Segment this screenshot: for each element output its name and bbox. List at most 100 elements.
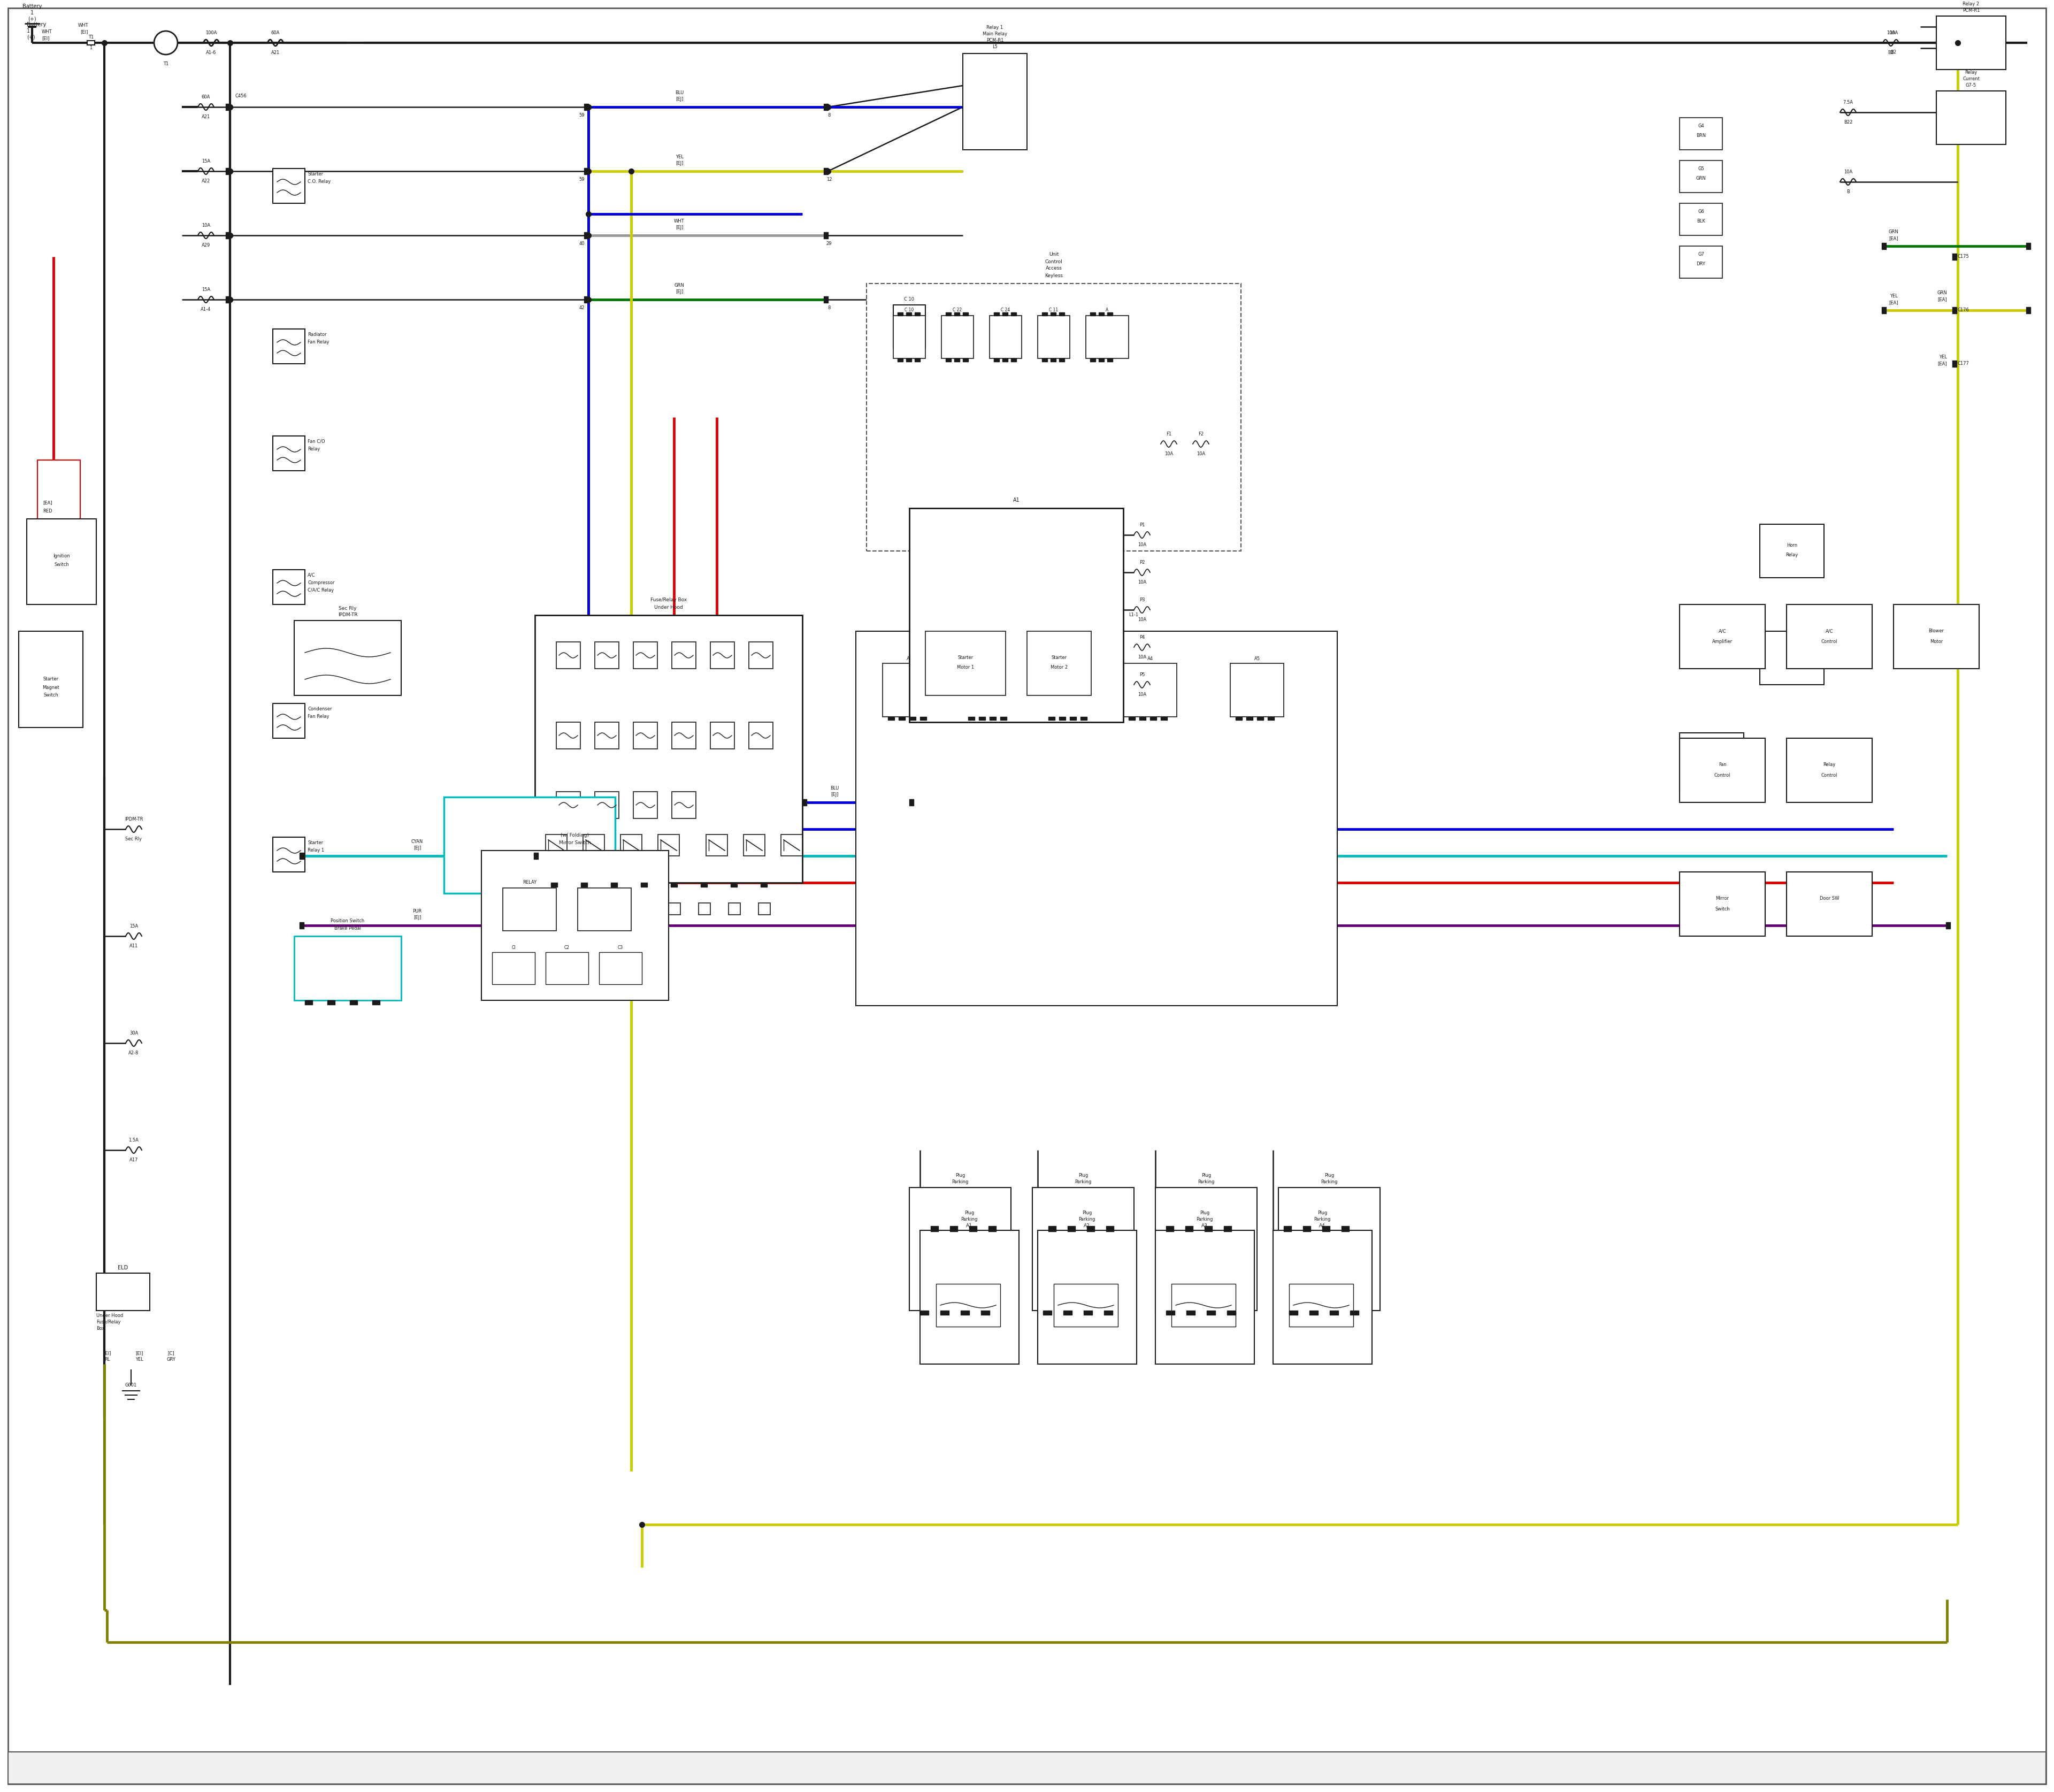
Text: A: A bbox=[1105, 308, 1109, 312]
Bar bbox=[914, 358, 920, 362]
Bar bbox=[633, 722, 657, 749]
Text: Blower: Blower bbox=[1929, 629, 1943, 634]
Bar bbox=[1150, 717, 1156, 720]
Text: Cl: Cl bbox=[511, 946, 516, 950]
Bar bbox=[1048, 717, 1056, 720]
Text: Motor 1: Motor 1 bbox=[957, 665, 974, 670]
Bar bbox=[1002, 312, 1009, 315]
Text: Start: Start bbox=[1707, 754, 1717, 760]
Text: 10A: 10A bbox=[1138, 692, 1146, 697]
Text: 10A: 10A bbox=[1844, 170, 1853, 174]
Bar bbox=[941, 315, 974, 358]
Bar bbox=[750, 722, 772, 749]
Text: [EJ]: [EJ] bbox=[413, 916, 421, 921]
Bar bbox=[37, 461, 80, 525]
Text: G5: G5 bbox=[1699, 167, 1705, 170]
Text: B2: B2 bbox=[1890, 50, 1896, 56]
Bar bbox=[226, 296, 230, 303]
Circle shape bbox=[154, 30, 177, 54]
Text: Fuse/Relay: Fuse/Relay bbox=[97, 1321, 121, 1324]
Bar bbox=[1140, 717, 1146, 720]
Text: A21: A21 bbox=[201, 115, 210, 120]
Bar bbox=[1171, 1283, 1237, 1326]
Text: Control: Control bbox=[1715, 772, 1732, 778]
Text: Condenser: Condenser bbox=[308, 706, 333, 711]
Text: 10A: 10A bbox=[1890, 30, 1898, 36]
Text: [EA]: [EA] bbox=[1890, 237, 1898, 240]
Text: PCM-R1: PCM-R1 bbox=[986, 38, 1004, 43]
Text: GRN: GRN bbox=[674, 283, 684, 289]
Bar bbox=[444, 797, 614, 894]
Bar bbox=[1680, 738, 1764, 803]
Text: Box: Box bbox=[97, 1326, 105, 1331]
Text: C.O. Relay: C.O. Relay bbox=[308, 179, 331, 185]
Bar bbox=[914, 312, 920, 315]
Bar bbox=[672, 642, 696, 668]
Bar bbox=[1041, 312, 1048, 315]
Text: P4: P4 bbox=[1140, 634, 1144, 640]
Bar bbox=[1290, 1283, 1354, 1326]
Bar bbox=[596, 792, 618, 819]
Text: YEL: YEL bbox=[676, 154, 684, 159]
Text: IPDM-TR: IPDM-TR bbox=[125, 817, 144, 823]
Bar bbox=[27, 520, 97, 604]
Text: Ignition: Ignition bbox=[53, 554, 70, 559]
Text: Parking: Parking bbox=[961, 1217, 978, 1222]
Text: Position Switch: Position Switch bbox=[514, 903, 546, 909]
Text: Parking: Parking bbox=[1197, 1179, 1214, 1185]
Text: Plug: Plug bbox=[1202, 1174, 1212, 1177]
Text: C456: C456 bbox=[236, 93, 246, 99]
Bar bbox=[980, 717, 986, 720]
Bar bbox=[1107, 1226, 1113, 1231]
Text: [EI]: [EI] bbox=[41, 36, 49, 41]
Bar bbox=[1033, 1188, 1134, 1310]
Text: (+): (+) bbox=[29, 16, 37, 22]
Bar bbox=[557, 792, 581, 819]
Bar bbox=[8, 1753, 2046, 1785]
Bar bbox=[97, 1272, 150, 1310]
Text: 10A: 10A bbox=[1886, 30, 1896, 36]
Text: A5: A5 bbox=[1255, 656, 1259, 661]
Bar bbox=[600, 952, 641, 984]
Text: 40: 40 bbox=[579, 242, 585, 246]
Bar bbox=[2025, 244, 2031, 249]
Text: Motor: Motor bbox=[1931, 640, 1943, 645]
Text: WHT: WHT bbox=[41, 30, 51, 34]
Text: C 24: C 24 bbox=[1000, 308, 1011, 312]
Bar bbox=[1680, 604, 1764, 668]
Text: Parking: Parking bbox=[1078, 1217, 1095, 1222]
Bar bbox=[1167, 1310, 1175, 1315]
Bar bbox=[633, 642, 657, 668]
Bar bbox=[1011, 358, 1017, 362]
Text: Main Relay: Main Relay bbox=[982, 32, 1006, 36]
Bar bbox=[1237, 717, 1243, 720]
Text: G001: G001 bbox=[125, 1383, 138, 1387]
Text: C2: C2 bbox=[565, 946, 569, 950]
Text: [EJ]: [EJ] bbox=[413, 846, 421, 851]
Bar bbox=[906, 358, 912, 362]
Bar bbox=[1000, 717, 1006, 720]
Text: Brake Pedal: Brake Pedal bbox=[335, 926, 362, 930]
Text: Starter: Starter bbox=[43, 677, 60, 681]
Bar bbox=[910, 717, 916, 720]
Bar bbox=[910, 799, 914, 806]
Bar bbox=[1284, 1226, 1292, 1231]
Bar bbox=[969, 1226, 978, 1231]
Text: C176: C176 bbox=[1957, 308, 1970, 312]
Bar bbox=[781, 835, 803, 857]
Bar bbox=[1037, 315, 1070, 358]
Text: YEL: YEL bbox=[136, 1357, 144, 1362]
Bar bbox=[1937, 91, 2007, 145]
Text: 10A: 10A bbox=[1138, 581, 1146, 584]
Text: B22: B22 bbox=[1844, 120, 1853, 125]
Bar bbox=[857, 631, 1337, 1005]
Bar bbox=[1760, 631, 1824, 685]
Text: Plug: Plug bbox=[1325, 1174, 1335, 1177]
Bar bbox=[982, 1310, 990, 1315]
Bar bbox=[294, 620, 401, 695]
Text: Starter: Starter bbox=[957, 656, 974, 661]
Text: [EA]: [EA] bbox=[43, 500, 51, 505]
Bar bbox=[1099, 358, 1105, 362]
Bar bbox=[1680, 246, 1723, 278]
Bar bbox=[1043, 1310, 1052, 1315]
